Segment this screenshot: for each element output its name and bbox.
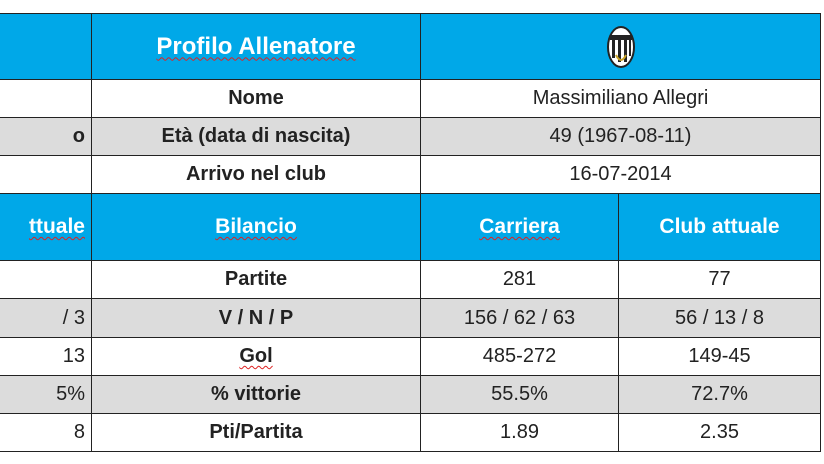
- stats-row: 13 Gol 485-272 149-45: [0, 337, 821, 376]
- label: Arrivo nel club: [91, 155, 421, 194]
- logo-cell: [420, 13, 821, 80]
- label: Nome: [91, 79, 421, 118]
- profile-row: o Età (data di nascita) 49 (1967-08-11): [0, 117, 821, 156]
- bilancio-header: Bilancio: [91, 193, 421, 261]
- career-header: Carriera: [420, 193, 619, 261]
- club-header: Club attuale: [618, 193, 821, 261]
- value: Massimiliano Allegri: [420, 79, 821, 118]
- stats-header-row: ttuale Bilancio Carriera Club attuale: [0, 193, 821, 261]
- title-row: Profilo Allenatore: [0, 13, 821, 80]
- profile-row: Arrivo nel club 16-07-2014: [0, 155, 821, 194]
- value: 49 (1967-08-11): [420, 117, 821, 156]
- stats-row: Partite 281 77: [0, 260, 821, 299]
- label: Età (data di nascita): [91, 117, 421, 156]
- left-header: ttuale: [0, 193, 92, 261]
- left-header-cell: [0, 13, 92, 80]
- stats-row: / 3 V / N / P 156 / 62 / 63 56 / 13 / 8: [0, 298, 821, 338]
- juventus-crest-icon: [606, 25, 635, 68]
- page-title: Profilo Allenatore: [91, 13, 421, 80]
- stats-row: 5% % vittorie 55.5% 72.7%: [0, 375, 821, 414]
- stats-row: 8 Pti/Partita 1.89 2.35: [0, 413, 821, 452]
- value: 16-07-2014: [420, 155, 821, 194]
- coach-profile-table: Profilo Allenatore Nome Massimiliano All…: [0, 13, 821, 452]
- profile-row: Nome Massimiliano Allegri: [0, 79, 821, 118]
